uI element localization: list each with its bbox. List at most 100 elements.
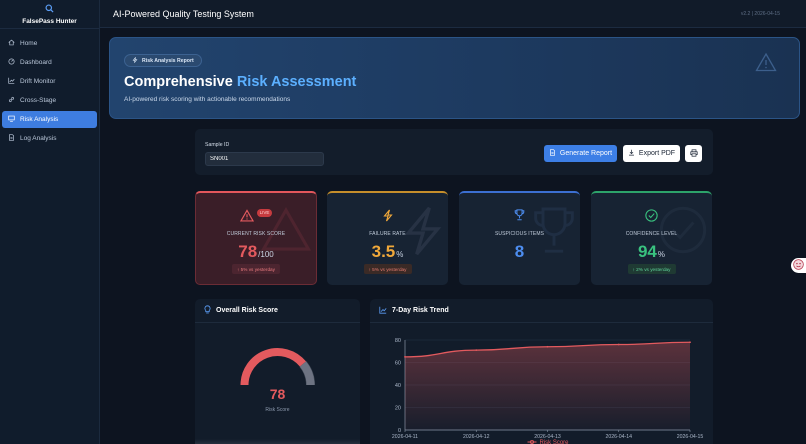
card-icon-row xyxy=(327,209,448,224)
card-icon-row: LIVE xyxy=(196,209,316,224)
chart-icon xyxy=(8,77,15,86)
warning-bg-icon xyxy=(260,205,312,255)
bolt-icon xyxy=(132,56,138,65)
link-icon xyxy=(8,96,15,105)
x-tick-label: 2026-04-12 xyxy=(463,434,490,440)
sidebar-item-cross-stage[interactable]: Cross-Stage xyxy=(2,92,97,109)
page-title: Comprehensive Risk Assessment xyxy=(124,74,356,90)
warning-icon xyxy=(755,52,777,74)
failure-rate-card: FAILURE RATE 3.5% ↑ 5% vs yesterday xyxy=(327,191,448,285)
sidebar-item-home[interactable]: Home xyxy=(2,35,97,52)
monitor-icon xyxy=(8,115,15,124)
metric-unit: % xyxy=(657,250,666,259)
series-points xyxy=(404,341,691,358)
sidebar-item-label: Home xyxy=(20,40,38,47)
y-tick-label: 0 xyxy=(398,428,401,434)
risk-trend-panel: 7-Day Risk Trend 0 20 40 60 80 2026-04-11 202… xyxy=(370,299,713,444)
risk-trend-chart: 0 20 40 60 80 2026-04-11 2026-04-12 2026-04-13… xyxy=(392,338,704,444)
download-icon xyxy=(628,149,635,158)
lightbulb-icon xyxy=(204,305,211,316)
gauge-track-outline xyxy=(299,361,315,386)
metric-unit: % xyxy=(396,250,404,259)
metric-value: 3.5 xyxy=(371,242,396,261)
card-icon-row xyxy=(591,209,712,224)
panel-header: Overall Risk Score xyxy=(195,299,360,323)
sample-id-label: Sample ID xyxy=(205,142,230,148)
x-tick-label: 2026-04-14 xyxy=(605,434,632,440)
sidebar-item-label: Drift Monitor xyxy=(20,78,56,85)
file-icon xyxy=(549,149,556,158)
gauge-label: Risk Score xyxy=(265,407,290,413)
app-name: FalsePass Hunter xyxy=(22,17,77,25)
home-icon xyxy=(8,39,15,48)
metric-title: FAILURE RATE xyxy=(369,231,406,237)
x-tick-label: 2026-04-13 xyxy=(534,434,561,440)
y-axis-ticks: 0 20 40 60 80 xyxy=(395,338,401,434)
x-tick-label: 2026-04-15 xyxy=(677,434,704,440)
report-badge-label: Risk Analysis Report xyxy=(142,57,194,64)
sidebar-item-label: Log Analysis xyxy=(20,135,57,142)
page-subtitle: AI-powered risk scoring with actionable … xyxy=(124,96,291,103)
controls-panel: Sample ID Generate Report Export PDF xyxy=(195,129,713,175)
confidence-level-card: CONFIDENCE LEVEL 94% ↑ 2% vs yesterday xyxy=(591,191,712,285)
risk-gauge: 78 Risk Score xyxy=(195,323,360,444)
y-tick-label: 20 xyxy=(395,406,401,412)
metric-value: 94 xyxy=(637,242,657,261)
metric-trend: ↑ 5% vs yesterday xyxy=(231,264,281,274)
sidebar-item-label: Dashboard xyxy=(20,59,52,66)
metric-value-row: 94% xyxy=(591,242,712,262)
assistant-avatar[interactable] xyxy=(791,258,806,273)
series-point[interactable] xyxy=(617,343,620,346)
sidebar-item-label: Cross-Stage xyxy=(20,97,57,104)
series-point[interactable] xyxy=(404,355,406,358)
risk-gauge-chart xyxy=(240,348,315,386)
search-icon xyxy=(45,3,54,15)
sidebar-item-label: Risk Analysis xyxy=(20,116,59,123)
print-icon xyxy=(689,148,698,159)
metric-unit: /100 xyxy=(258,250,274,259)
sidebar-item-drift-monitor[interactable]: Drift Monitor xyxy=(2,73,97,90)
metric-title: CURRENT RISK SCORE xyxy=(226,231,286,237)
current-risk-score-card: LIVE CURRENT RISK SCORE 78/100 ↑ 5% vs y… xyxy=(195,191,317,285)
series-area xyxy=(405,342,690,430)
top-header: AI-Powered Quality Testing System v2.2 |… xyxy=(100,0,806,28)
y-tick-label: 40 xyxy=(395,383,401,389)
suspicious-items-card: SUSPICIOUS ITEMS 8 xyxy=(459,191,580,285)
sample-id-input[interactable] xyxy=(205,152,324,166)
series-point[interactable] xyxy=(546,345,549,348)
header-title: AI-Powered Quality Testing System xyxy=(113,8,254,19)
generate-report-label: Generate Report xyxy=(559,150,613,157)
document-icon xyxy=(8,134,15,143)
metric-value: 8 xyxy=(514,242,525,261)
bolt-bg-icon xyxy=(402,205,444,259)
series-point[interactable] xyxy=(475,349,478,352)
export-pdf-button[interactable]: Export PDF xyxy=(623,145,680,162)
gauge-track xyxy=(299,361,315,386)
trophy-bg-icon xyxy=(532,205,576,259)
panel-title: 7-Day Risk Trend xyxy=(392,307,449,314)
page-title-main: Comprehensive xyxy=(124,74,237,90)
chart-legend[interactable]: Risk Score xyxy=(527,440,570,444)
report-badge: Risk Analysis Report xyxy=(124,54,202,67)
metric-value-row: 8 xyxy=(459,242,580,262)
trophy-icon xyxy=(514,209,525,223)
bolt-icon xyxy=(382,209,393,224)
sidebar-item-risk-analysis[interactable]: Risk Analysis xyxy=(2,111,97,128)
print-button[interactable] xyxy=(685,145,702,162)
line-chart-icon xyxy=(379,306,387,316)
metric-title: CONFIDENCE LEVEL xyxy=(625,231,678,237)
generate-report-button[interactable]: Generate Report xyxy=(544,145,617,162)
sidebar-item-log-analysis[interactable]: Log Analysis xyxy=(2,130,97,147)
metric-trend: ↑ 5% vs yesterday xyxy=(363,264,412,274)
warning-icon xyxy=(239,209,254,224)
brand[interactable]: FalsePass Hunter xyxy=(0,0,99,29)
x-tick-label: 2026-04-11 xyxy=(392,434,418,440)
panel-title: Overall Risk Score xyxy=(216,307,278,314)
check-circle-icon xyxy=(645,209,658,224)
assistant-icon xyxy=(793,259,804,272)
overall-risk-score-panel: Overall Risk Score 78 Risk Score xyxy=(195,299,360,444)
series-point[interactable] xyxy=(689,341,691,344)
sidebar-item-dashboard[interactable]: Dashboard xyxy=(2,54,97,71)
sidebar: FalsePass Hunter Home Dashboard Drift Mo… xyxy=(0,0,100,444)
dashboard-icon xyxy=(8,58,15,67)
